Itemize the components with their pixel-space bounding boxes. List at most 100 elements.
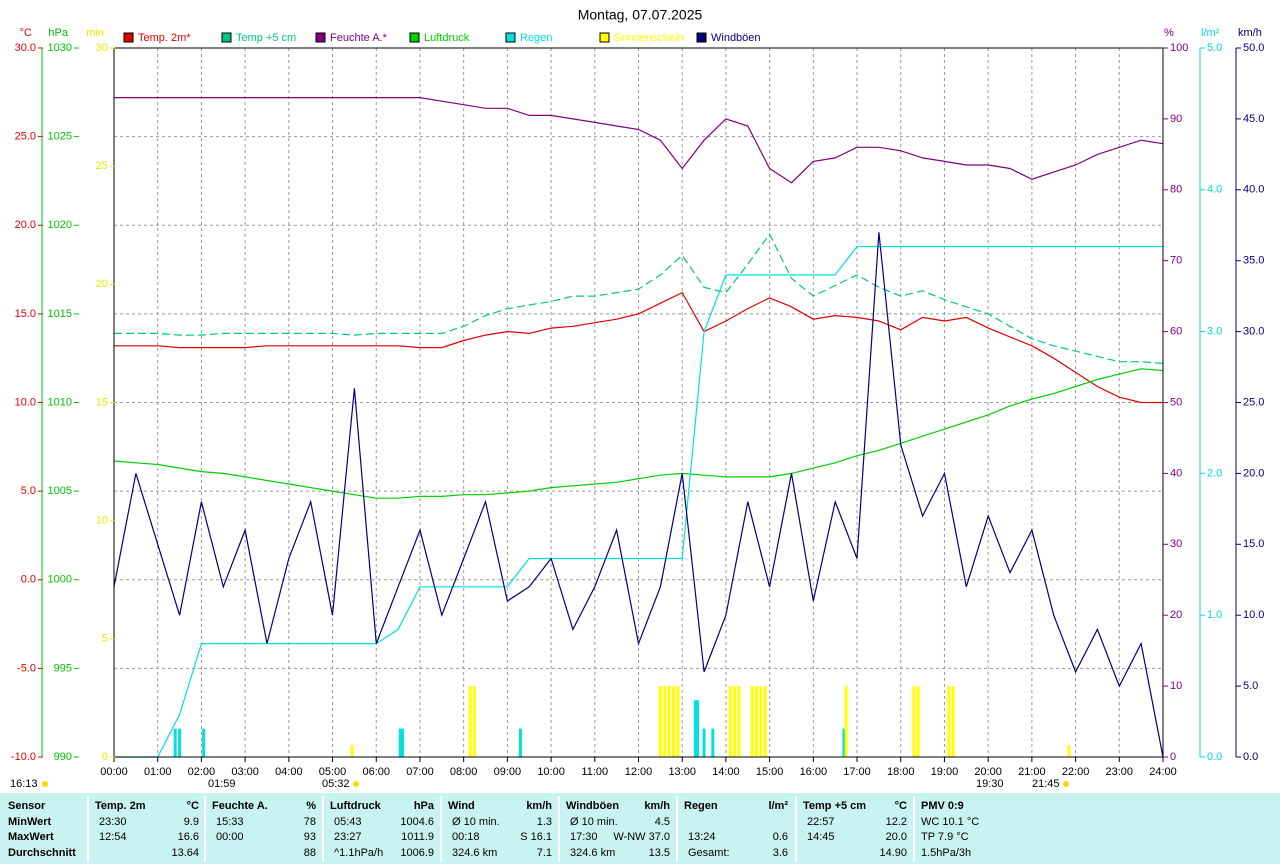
y-tick-label: 20 [96,278,108,290]
bar [518,728,522,757]
x-tick-label: 21:00 [1018,766,1046,778]
y-tick-label: 1005 [48,485,72,497]
bar [671,686,675,757]
y-tick-label: 1015 [48,308,72,320]
chart-title: Montag, 07.07.2025 [578,7,703,23]
sun-icon [42,781,48,787]
cell-value: 1006.9 [400,847,434,859]
bar [733,686,737,757]
x-tick-label: 03:00 [231,766,259,778]
cell-value: 14.90 [879,847,907,859]
x-tick-label: 09:00 [494,766,522,778]
bar [696,700,700,757]
column-unit: °C [895,800,907,812]
x-tick-label: 20:00 [974,766,1002,778]
x-tick-label: 17:00 [843,766,871,778]
legend-swatch [123,32,134,43]
x-tick-label: 23:00 [1106,766,1134,778]
cell-value: 9.9 [184,816,199,828]
column-header: Windböen [566,800,619,812]
y-tick-label: 0.0 [1207,751,1222,763]
bar [693,700,697,757]
y-tick-label: 5 [102,633,108,645]
y-tick-label: 10.0 [15,396,36,408]
cell-time: ^1.1hPa/h [334,847,383,859]
y-tick-label: 995 [54,662,72,674]
cell-time: 14:45 [807,831,835,843]
x-tick-label: 08:00 [450,766,478,778]
series-line [113,232,1164,758]
y-tick-label: 0.0 [1243,751,1258,763]
y-tick-label: 30 [96,42,108,54]
column-header: PMV 0:9 [921,800,964,812]
bar [400,728,404,757]
y-tick-label: 5.0 [21,485,36,497]
cell-value: 78 [304,816,316,828]
x-tick-label: 18:00 [887,766,915,778]
y-tick-label: 20 [1170,609,1182,621]
y-tick-label: 30 [1170,538,1182,550]
bar [763,686,767,757]
y-tick-label: 15.0 [15,308,36,320]
plot-area [113,48,1164,758]
cell-time: 05:43 [334,816,362,828]
legend-label: Temp. 2m* [138,32,191,44]
legend-swatch [696,32,707,43]
bar [202,728,206,757]
cell-time: 15:33 [216,816,244,828]
cell-time: 324.6 km [570,847,615,859]
bar [951,686,955,757]
astro-time: 21:45 [1032,778,1060,790]
y-tick-label: 4.0 [1207,184,1222,196]
y-tick-label: 1.0 [1207,609,1222,621]
column-unit: km/h [526,800,552,812]
column-header: Regen [684,800,718,812]
x-tick-label: 07:00 [406,766,434,778]
cell-value: 4.5 [655,816,670,828]
x-tick-label: 22:00 [1062,766,1090,778]
cell-value: 1004.6 [400,816,434,828]
y-tick-label: 0.0 [21,574,36,586]
bar [711,728,715,757]
legend-label: Windböen [711,32,761,44]
y-tick-label: 1010 [48,396,72,408]
y-tick-label: 10 [96,515,108,527]
y-tick-label: 70 [1170,255,1182,267]
y-tick-label: 0 [102,751,108,763]
bar [916,686,920,757]
y-tick-label: 5.0 [1207,42,1222,54]
bar [912,686,916,757]
bar [842,728,846,757]
legend-label: Luftdruck [424,32,470,44]
series-line [114,245,1163,758]
axis-unit: min [86,27,104,39]
cell-value: 93 [304,831,316,843]
x-tick-label: 24:00 [1149,766,1177,778]
bar [1067,745,1071,757]
y-tick-label: 45.0 [1243,113,1264,125]
column-unit: °C [187,800,199,812]
cell-value: 13.5 [649,847,670,859]
y-tick-label: 80 [1170,184,1182,196]
bar [844,686,848,757]
cell-value: 13.64 [171,847,199,859]
y-tick-label: 0 [1170,751,1176,763]
bar [350,745,354,757]
y-tick-label: 35.0 [1243,255,1264,267]
x-tick-label: 02:00 [188,766,216,778]
column-header: Temp. 2m [95,800,146,812]
bar [755,686,759,757]
legend-swatch [505,32,516,43]
column-unit: % [306,800,316,812]
bar [398,728,402,757]
astro-time: 05:32 [322,778,350,790]
series-line [114,97,1164,184]
bar [178,728,182,757]
y-tick-label: 990 [54,751,72,763]
column-header: Wind [448,800,475,812]
cell-value: 3.6 [773,847,788,859]
y-tick-label: 30.0 [15,42,36,54]
bar [947,686,951,757]
legend-label: Regen [520,32,552,44]
